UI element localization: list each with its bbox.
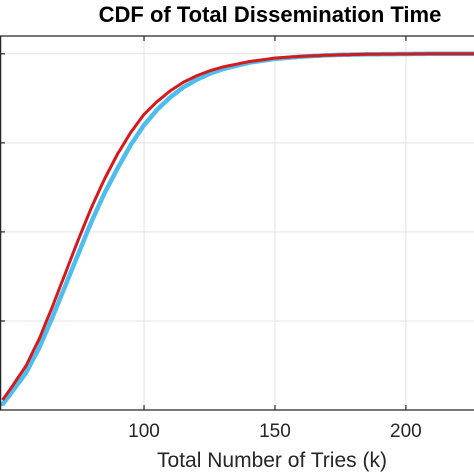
data-point	[155, 108, 159, 112]
data-point	[210, 71, 214, 75]
data-point	[96, 205, 100, 210]
data-point	[4, 397, 8, 401]
data-point	[125, 149, 129, 153]
data-point	[188, 82, 192, 86]
data-point	[81, 240, 85, 244]
data-point	[162, 101, 166, 105]
data-point	[12, 388, 16, 392]
x-axis-label: Total Number of Tries (k)	[157, 449, 387, 472]
data-point	[89, 222, 93, 226]
data-point	[144, 121, 148, 125]
data-point	[41, 337, 45, 341]
data-point	[195, 78, 199, 82]
data-point	[140, 126, 144, 130]
data-point	[114, 169, 118, 173]
data-point	[136, 132, 140, 136]
tick-labels: 100 150 200	[128, 421, 422, 442]
data-point	[23, 373, 27, 377]
data-point	[202, 74, 206, 78]
data-point	[173, 92, 177, 96]
data-point	[8, 393, 12, 397]
data-point	[59, 294, 63, 298]
data-point	[169, 94, 173, 99]
data-point	[228, 65, 232, 69]
data-point	[224, 66, 228, 70]
axes	[0, 35, 474, 411]
data-point	[232, 64, 236, 68]
data-point	[166, 98, 170, 102]
data-point	[177, 89, 181, 93]
data-point	[199, 76, 203, 80]
data-point	[206, 72, 210, 77]
data-point	[30, 360, 34, 364]
data-point	[85, 231, 89, 235]
series-layer	[0, 51, 474, 406]
data-point	[118, 162, 122, 166]
data-point	[37, 346, 41, 350]
data-point	[48, 320, 52, 324]
data-point	[122, 156, 126, 160]
data-point	[111, 176, 115, 180]
data-point	[78, 249, 82, 253]
data-point	[1, 402, 5, 406]
data-point	[15, 383, 19, 387]
data-point	[184, 84, 188, 88]
data-point	[221, 67, 225, 71]
data-point	[180, 86, 184, 90]
data-point	[103, 190, 107, 194]
data-point	[100, 198, 104, 202]
chart-title: CDF of Total Dissemination Time	[99, 2, 442, 27]
x-tick-label: 200	[390, 421, 422, 442]
data-point	[70, 267, 74, 271]
grid	[0, 36, 474, 410]
data-point	[213, 70, 217, 74]
x-tick-label: 100	[128, 421, 160, 442]
data-point	[52, 311, 56, 316]
data-point	[26, 367, 30, 371]
data-point	[129, 143, 133, 147]
data-point	[45, 329, 49, 333]
data-point	[158, 105, 162, 109]
data-point	[107, 183, 111, 187]
data-point	[191, 80, 195, 84]
data-point	[19, 378, 23, 382]
x-tick-label: 150	[259, 421, 291, 442]
data-point	[217, 68, 221, 72]
data-point	[74, 258, 78, 262]
data-point	[147, 117, 151, 121]
data-point	[63, 285, 67, 289]
data-point	[133, 137, 137, 141]
data-point	[34, 353, 38, 357]
data-point	[56, 303, 60, 307]
data-point	[151, 113, 155, 117]
data-point	[67, 276, 71, 280]
data-point	[92, 213, 96, 218]
series-2	[1, 52, 474, 401]
series-line-2	[1, 52, 474, 401]
